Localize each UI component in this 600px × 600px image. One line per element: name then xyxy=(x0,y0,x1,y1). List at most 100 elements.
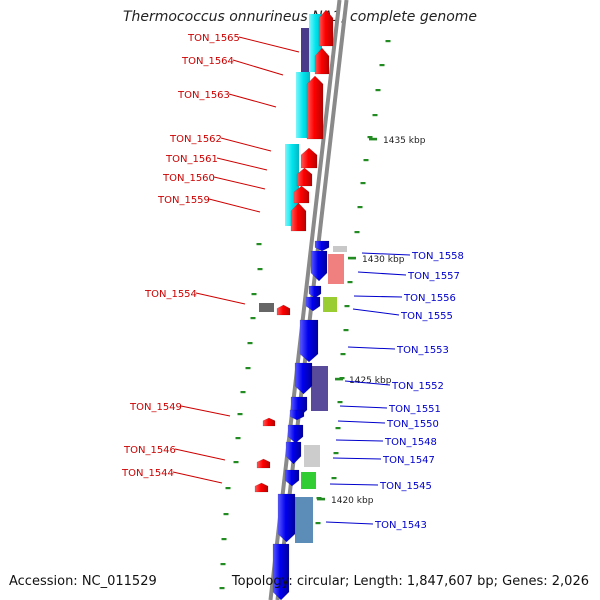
reverse-gene-label: TON_1545 xyxy=(379,481,432,492)
accession-label: Accession: NC_011529 xyxy=(9,574,157,589)
scale-label: 1430 kbp xyxy=(362,255,405,265)
feature-block xyxy=(323,297,337,312)
forward-gene-label: TON_1561 xyxy=(165,154,218,165)
reverse-gene xyxy=(285,441,302,465)
reverse-gene xyxy=(314,240,330,252)
feature-block xyxy=(295,497,313,543)
feature-block xyxy=(311,366,328,411)
reverse-gene-label: TON_1548 xyxy=(384,437,437,448)
reverse-gene xyxy=(310,250,328,282)
scale-tick xyxy=(221,538,227,541)
forward-gene-label: TON_1565 xyxy=(187,33,240,44)
forward-gene-leader xyxy=(208,198,261,213)
forward-gene-label: TON_1546 xyxy=(123,445,176,456)
reverse-gene xyxy=(287,424,304,444)
forward-gene-label: TON_1560 xyxy=(162,173,215,184)
feature-block xyxy=(296,72,310,138)
scale-tick xyxy=(344,305,350,308)
scale-tick xyxy=(379,64,385,67)
scale-major-tick xyxy=(369,137,377,141)
forward-gene-leader xyxy=(213,176,266,190)
forward-gene xyxy=(293,185,310,204)
feature-block xyxy=(259,303,274,312)
forward-gene-leader xyxy=(220,137,272,152)
scale-tick xyxy=(343,329,349,332)
forward-gene-leader xyxy=(232,59,284,76)
scale-tick xyxy=(219,587,225,590)
scale-label: 1435 kbp xyxy=(383,136,426,146)
feature-block xyxy=(285,144,299,226)
scale-tick xyxy=(360,182,366,185)
scale-tick xyxy=(257,268,263,271)
forward-gene-leader xyxy=(180,405,231,417)
reverse-gene-label: TON_1558 xyxy=(411,251,464,262)
reverse-gene-label: TON_1550 xyxy=(386,419,439,430)
forward-gene xyxy=(306,75,324,140)
scale-tick xyxy=(347,281,353,284)
reverse-gene-label: TON_1555 xyxy=(400,311,453,322)
forward-gene-leader xyxy=(238,36,300,53)
scale-tick xyxy=(223,513,229,516)
forward-gene xyxy=(262,417,276,427)
reverse-gene-leader xyxy=(357,271,407,276)
forward-gene xyxy=(290,202,307,232)
reverse-gene-label: TON_1553 xyxy=(396,345,449,356)
reverse-gene-leader xyxy=(344,380,391,386)
forward-gene-label: TON_1554 xyxy=(144,289,197,300)
reverse-gene-label: TON_1552 xyxy=(391,381,444,392)
forward-gene xyxy=(296,167,313,187)
topology-label: Topology: circular; Length: 1,847,607 bp… xyxy=(231,574,589,589)
scale-label: 1420 kbp xyxy=(331,496,374,506)
forward-gene-leader xyxy=(174,448,226,461)
scale-tick xyxy=(363,159,369,162)
reverse-gene xyxy=(294,362,313,395)
forward-gene-label: TON_1562 xyxy=(169,134,222,145)
feature-block xyxy=(301,472,316,489)
reverse-gene-leader xyxy=(325,521,374,525)
forward-gene-label: TON_1559 xyxy=(157,195,210,206)
scale-tick xyxy=(256,243,262,246)
feature-block xyxy=(304,445,320,467)
feature-block xyxy=(333,246,347,252)
scale-tick xyxy=(233,461,239,464)
forward-gene xyxy=(256,458,271,469)
reverse-gene-label: TON_1556 xyxy=(403,293,456,304)
reverse-gene-label: TON_1551 xyxy=(388,404,441,415)
reverse-gene-leader xyxy=(353,295,403,298)
reverse-gene xyxy=(272,543,290,600)
scale-tick xyxy=(240,391,246,394)
scale-major-tick xyxy=(335,377,343,381)
scale-tick xyxy=(220,563,226,566)
reverse-gene-leader xyxy=(335,439,384,442)
reverse-gene xyxy=(277,493,296,543)
scale-tick xyxy=(250,317,256,320)
reverse-gene xyxy=(289,409,305,421)
reverse-gene-label: TON_1543 xyxy=(374,520,427,531)
reverse-gene-leader xyxy=(332,457,382,460)
reverse-gene-leader xyxy=(347,346,396,350)
gene-labels: TON_1565 TON_1564 TON_1563 TON_1562 TON_1561… xyxy=(121,33,464,531)
scale-tick xyxy=(340,353,346,356)
scale-label: 1425 kbp xyxy=(349,376,392,386)
reverse-gene xyxy=(308,285,322,299)
reverse-gene-leader xyxy=(361,252,411,256)
scale-tick xyxy=(245,367,251,370)
gene-track xyxy=(254,9,334,600)
reverse-gene xyxy=(299,319,319,363)
forward-gene xyxy=(254,482,269,493)
reverse-gene xyxy=(284,469,300,487)
forward-gene-label: TON_1544 xyxy=(121,468,174,479)
forward-gene-label: TON_1549 xyxy=(129,402,182,413)
feature-block xyxy=(328,254,344,284)
scale-tick xyxy=(357,206,363,209)
reverse-gene-leader xyxy=(329,483,379,486)
map-title: Thermococcus onnurineus NA1, complete ge… xyxy=(122,9,478,25)
forward-gene xyxy=(276,304,291,316)
scale-tick xyxy=(385,40,391,43)
scale-tick xyxy=(331,477,337,480)
scale-tick xyxy=(375,89,381,92)
scale-major-tick xyxy=(317,497,325,501)
scale-tick xyxy=(251,293,257,296)
forward-gene xyxy=(314,47,330,75)
